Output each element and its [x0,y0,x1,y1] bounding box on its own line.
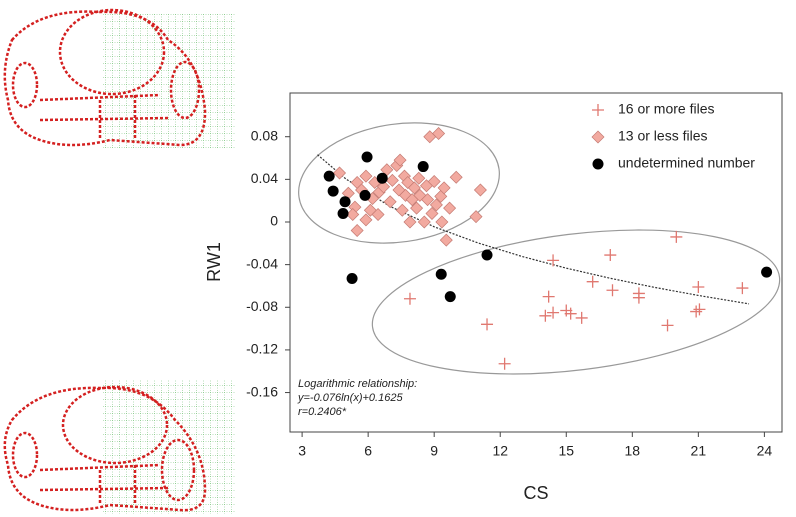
point [361,151,373,163]
point [359,169,373,183]
point [337,207,349,219]
annotation: Logarithmic relationship: [298,378,417,390]
point [606,284,619,297]
x-tick-label: 18 [625,443,641,459]
point [670,230,683,243]
skull-bottom [3,380,235,514]
legend-label: 13 or less files [618,128,707,144]
point [449,170,463,184]
point [371,208,385,222]
point [444,291,456,303]
legend-marker [591,130,605,144]
point [413,188,427,202]
x-tick-label: 21 [691,443,707,459]
y-tick-label: -0.12 [246,341,278,357]
point [435,215,449,229]
y-axis-label: RW1 [204,242,224,282]
skull-top [3,8,235,148]
point [439,233,453,247]
point [542,290,555,303]
cluster-ellipse [371,229,781,375]
point [427,174,441,188]
point [377,180,391,194]
point [393,153,407,167]
x-tick-label: 3 [298,443,306,459]
legend-label: undetermined number [618,155,755,171]
point [692,281,705,294]
point [437,181,451,195]
x-tick-label: 9 [430,443,438,459]
point [443,201,457,215]
point [403,215,417,229]
point [547,306,560,319]
point [539,309,552,322]
point [412,171,426,185]
point [359,189,371,201]
point [327,185,339,197]
y-tick-label: -0.16 [246,383,278,399]
point [435,268,447,280]
point [421,193,435,207]
legend-marker [592,104,604,116]
point [376,172,388,184]
cluster-ellipse [298,122,500,244]
point [346,208,360,222]
point [350,224,364,238]
point [632,291,645,304]
y-tick-label: 0.08 [251,127,278,143]
x-tick-label: 15 [558,443,574,459]
y-tick-label: -0.04 [246,255,278,271]
x-tick-label: 24 [757,443,773,459]
point [383,195,397,209]
point [417,215,431,229]
point [346,272,358,284]
point [323,170,335,182]
point [469,210,483,224]
point [761,266,773,278]
point [401,176,415,190]
y-tick-label: 0 [270,213,278,229]
point [333,166,347,180]
point [736,282,749,295]
point [429,198,443,212]
annotation: r=0.2406* [298,406,347,418]
y-tick-label: 0.04 [251,170,278,186]
point [432,127,446,141]
point [586,275,599,288]
point [395,203,409,217]
point [564,307,577,320]
point [661,319,674,332]
point [498,357,511,370]
point [481,249,493,261]
point [693,303,706,316]
legend-label: 16 or more files [618,101,714,117]
point [385,173,399,187]
point [575,311,588,324]
legend-marker [592,158,604,170]
point [481,318,494,331]
x-tick-label: 6 [364,443,372,459]
point [547,254,560,267]
point [473,183,487,197]
y-tick-label: -0.08 [246,298,278,314]
annotation: y=-0.076ln(x)+0.1625 [297,392,403,404]
point [410,201,424,215]
plot-frame [289,92,783,433]
point [403,292,416,305]
point [425,206,439,220]
x-tick-label: 12 [492,443,508,459]
x-axis-label: CS [523,483,548,503]
point [690,305,703,318]
point [359,213,373,227]
point [407,181,421,195]
point [417,161,429,173]
point [604,249,617,262]
point [339,196,351,208]
